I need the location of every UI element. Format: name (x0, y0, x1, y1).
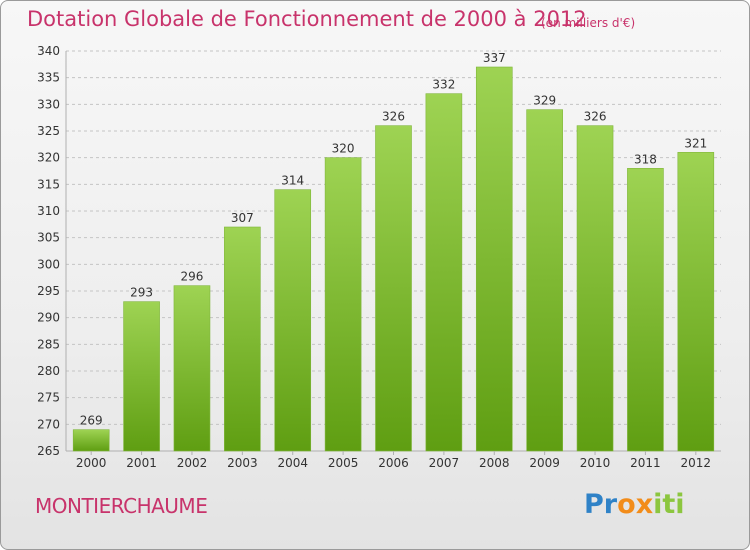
data-label: 269 (80, 414, 103, 428)
bar (72, 429, 110, 452)
data-label: 293 (130, 286, 153, 300)
y-tick-label: 295 (37, 284, 60, 298)
y-tick-label: 285 (37, 337, 60, 351)
data-label: 326 (584, 110, 607, 124)
data-label: 314 (281, 174, 304, 188)
y-tick-label: 320 (37, 151, 60, 165)
bar (526, 109, 563, 452)
x-tick-label: 2009 (529, 456, 560, 470)
x-tick-label: 2007 (429, 456, 460, 470)
data-label: 307 (231, 211, 254, 225)
bar (324, 157, 362, 452)
data-label: 321 (684, 136, 707, 150)
commune-name: MONTIERCHAUME (35, 494, 208, 518)
y-tick-label: 325 (37, 124, 60, 138)
y-tick-label: 290 (37, 311, 60, 325)
y-tick-label: 305 (37, 231, 60, 245)
y-tick-label: 270 (37, 417, 60, 431)
data-label: 332 (432, 78, 455, 92)
logo-letter: i (653, 489, 663, 520)
x-tick-label: 2005 (328, 456, 359, 470)
data-label: 320 (332, 142, 355, 156)
bar (627, 168, 664, 452)
logo-letter: i (675, 489, 685, 520)
x-tick-label: 2000 (76, 456, 107, 470)
y-tick-label: 335 (37, 71, 60, 85)
x-tick-label: 2002 (177, 456, 208, 470)
data-label: 296 (181, 270, 204, 284)
y-tick-label: 315 (37, 177, 60, 191)
bar (677, 152, 715, 452)
x-tick-label: 2010 (580, 456, 611, 470)
x-tick-label: 2008 (479, 456, 510, 470)
y-tick-label: 265 (37, 444, 60, 458)
x-tick-label: 2012 (681, 456, 712, 470)
bar (123, 301, 160, 452)
data-label: 337 (483, 51, 506, 65)
data-label: 329 (533, 94, 556, 108)
bar (425, 93, 463, 452)
proxiti-logo: Proxiti (584, 489, 685, 520)
y-tick-label: 275 (37, 391, 60, 405)
x-tick-label: 2004 (277, 456, 308, 470)
y-tick-label: 340 (37, 44, 60, 58)
bar (224, 226, 261, 452)
x-tick-label: 2011 (630, 456, 661, 470)
data-label: 318 (634, 152, 657, 166)
x-tick-label: 2001 (126, 456, 157, 470)
chart-subtitle: (en milliers d'€) (541, 16, 636, 30)
logo-letter: r (603, 489, 618, 520)
bar (173, 285, 211, 452)
logo-letter: o (617, 489, 636, 520)
logo-letter: x (635, 489, 654, 520)
bar (375, 125, 412, 452)
bar (576, 125, 614, 452)
bar (475, 66, 513, 452)
y-tick-label: 280 (37, 364, 60, 378)
y-tick-label: 310 (37, 204, 60, 218)
data-label: 326 (382, 110, 405, 124)
x-tick-label: 2003 (227, 456, 258, 470)
bar (274, 189, 312, 452)
chart-title: Dotation Globale de Fonctionnement de 20… (27, 7, 587, 31)
x-tick-label: 2006 (378, 456, 409, 470)
y-tick-label: 300 (37, 257, 60, 271)
y-tick-label: 330 (37, 97, 60, 111)
logo-letter: P (584, 489, 604, 520)
logo-letter: t (662, 489, 676, 520)
